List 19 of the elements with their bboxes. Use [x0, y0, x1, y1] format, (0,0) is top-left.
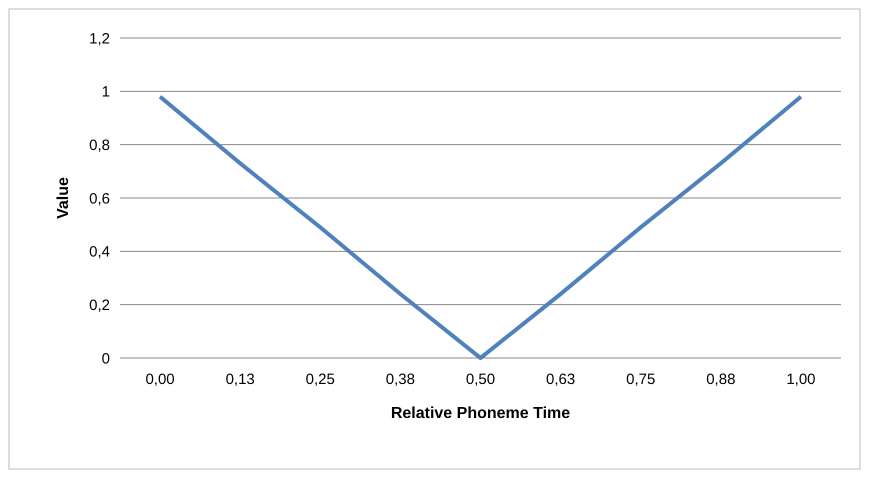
x-tick-label: 1,00: [786, 371, 816, 388]
y-tick-label: 0,4: [89, 244, 110, 261]
y-tick-label: 1: [102, 84, 110, 101]
y-tick-label: 0,8: [89, 136, 110, 154]
y-tick-label: 1,2: [89, 30, 110, 48]
x-tick-label: 0,75: [626, 371, 656, 388]
line-series: [158, 94, 803, 360]
x-tick-label: 0,63: [546, 371, 576, 388]
y-axis-title: Value: [55, 177, 72, 219]
x-tick-label: 0,88: [706, 371, 736, 388]
x-tick-label: 0,50: [466, 371, 496, 388]
x-axis-title: Relative Phoneme Time: [390, 405, 570, 422]
x-tick-label: 0,38: [386, 371, 415, 388]
x-tick-label: 0,00: [145, 371, 175, 388]
y-tick-label: 0,2: [89, 296, 110, 314]
x-tick-label: 0,13: [226, 371, 255, 388]
x-tick-label: 0,25: [306, 371, 335, 388]
y-tick-label: 0: [102, 350, 110, 368]
y-tick-label: 0,6: [89, 190, 110, 208]
